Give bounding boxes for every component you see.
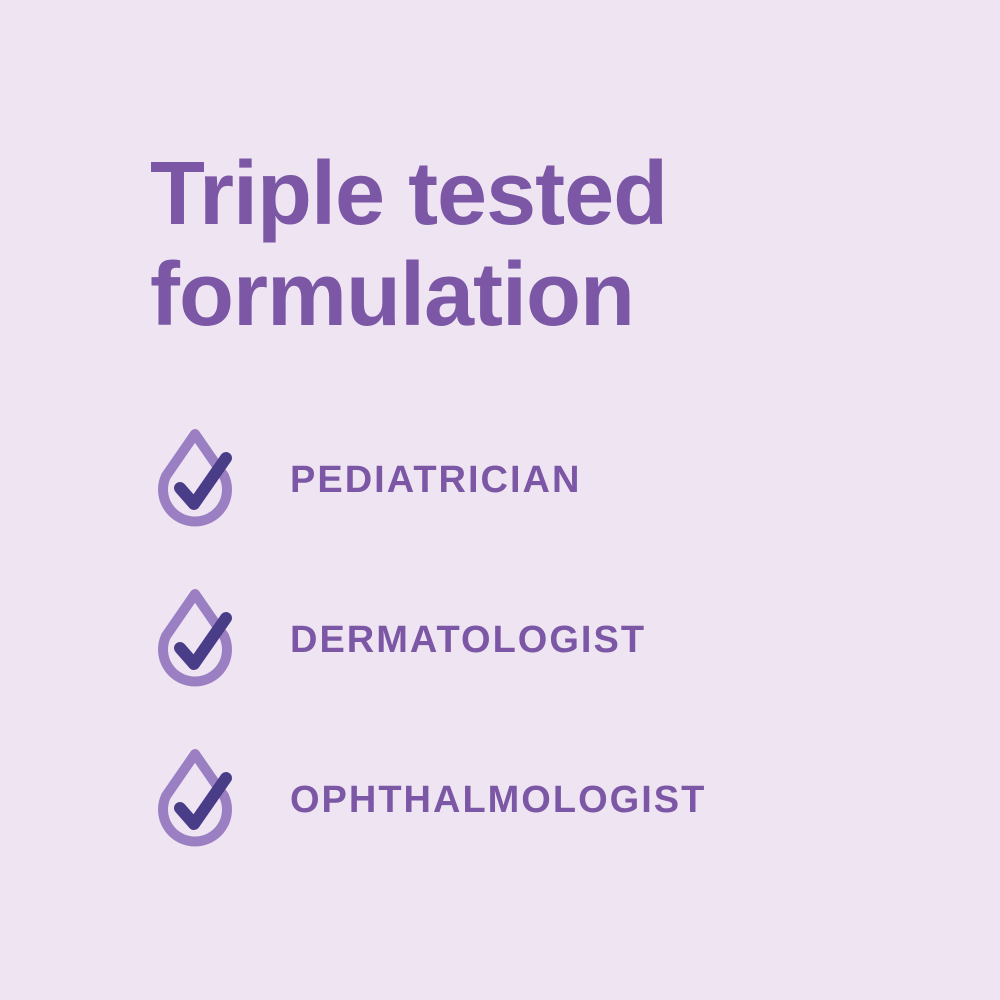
heading-line-1: Triple tested: [150, 144, 667, 244]
page-title: Triple tested formulation: [150, 144, 920, 346]
list-item-label: PEDIATRICIAN: [290, 459, 581, 502]
list-item-label: DERMATOLOGIST: [290, 619, 646, 662]
heading-line-2: formulation: [150, 245, 634, 345]
list-item: PEDIATRICIAN: [150, 426, 920, 536]
drop-check-icon: [150, 586, 240, 696]
drop-check-icon: [150, 746, 240, 856]
drop-check-icon: [150, 426, 240, 536]
list-item: DERMATOLOGIST: [150, 586, 920, 696]
list-item: OPHTHALMOLOGIST: [150, 746, 920, 856]
list-item-label: OPHTHALMOLOGIST: [290, 779, 706, 822]
infographic-container: Triple tested formulation PEDIATRICIAN D…: [0, 144, 1000, 856]
tested-list: PEDIATRICIAN DERMATOLOGIST OPHTHALMOLOGI…: [150, 426, 920, 856]
